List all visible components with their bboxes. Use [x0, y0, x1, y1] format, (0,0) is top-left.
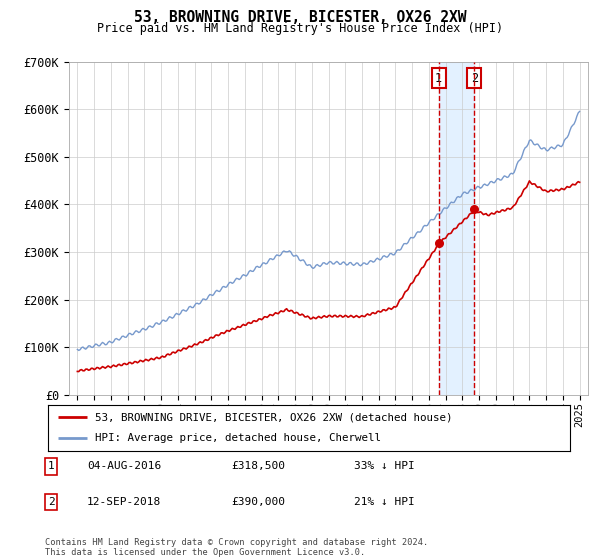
Text: 53, BROWNING DRIVE, BICESTER, OX26 2XW: 53, BROWNING DRIVE, BICESTER, OX26 2XW	[134, 10, 466, 25]
Bar	[439, 62, 475, 395]
Text: 33% ↓ HPI: 33% ↓ HPI	[354, 461, 415, 472]
Text: 2: 2	[47, 497, 55, 507]
Text: 1: 1	[435, 72, 442, 85]
Text: HPI: Average price, detached house, Cherwell: HPI: Average price, detached house, Cher…	[95, 433, 381, 444]
Text: 2: 2	[471, 72, 478, 85]
Text: 12-SEP-2018: 12-SEP-2018	[87, 497, 161, 507]
Text: £318,500: £318,500	[231, 461, 285, 472]
Text: 21% ↓ HPI: 21% ↓ HPI	[354, 497, 415, 507]
Text: 53, BROWNING DRIVE, BICESTER, OX26 2XW (detached house): 53, BROWNING DRIVE, BICESTER, OX26 2XW (…	[95, 412, 452, 422]
Text: 1: 1	[47, 461, 55, 472]
Text: £390,000: £390,000	[231, 497, 285, 507]
Text: 04-AUG-2016: 04-AUG-2016	[87, 461, 161, 472]
Text: Contains HM Land Registry data © Crown copyright and database right 2024.
This d: Contains HM Land Registry data © Crown c…	[45, 538, 428, 557]
Text: Price paid vs. HM Land Registry's House Price Index (HPI): Price paid vs. HM Land Registry's House …	[97, 22, 503, 35]
